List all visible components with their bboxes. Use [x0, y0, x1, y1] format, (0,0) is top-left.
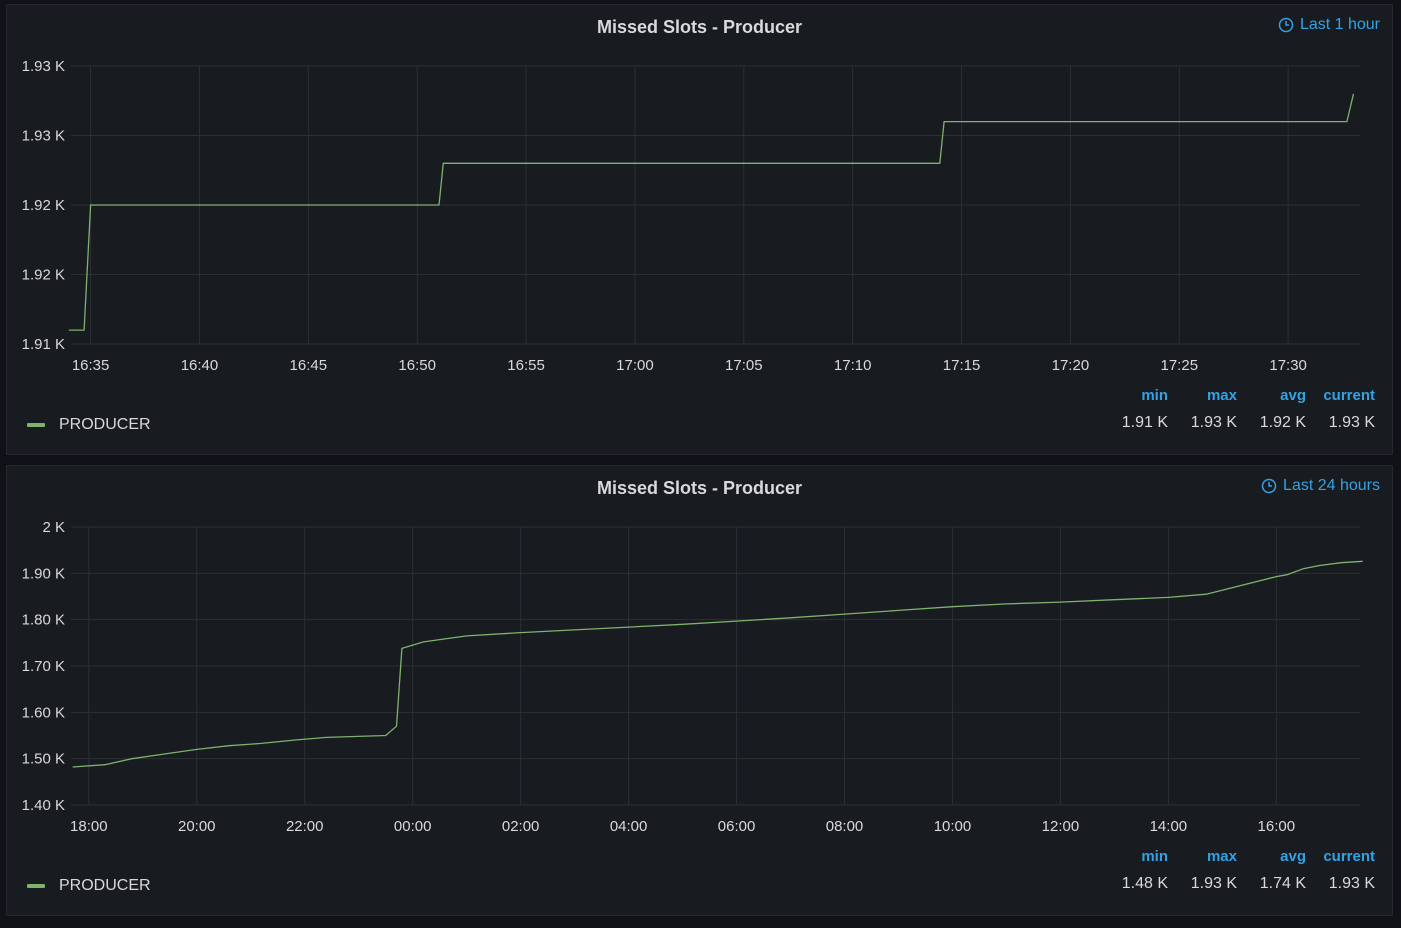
y-tick-label: 1.92 K	[22, 197, 65, 214]
y-tick-label: 1.92 K	[22, 267, 65, 284]
x-tick-label: 16:55	[507, 357, 545, 374]
y-tick-label: 1.60 K	[22, 704, 65, 721]
legend-series-name: PRODUCER	[59, 416, 151, 433]
legend-item-producer[interactable]: PRODUCER	[27, 877, 151, 895]
y-tick-label: 1.70 K	[22, 658, 65, 675]
x-tick-label: 10:00	[934, 818, 972, 835]
time-range-badge[interactable]: Last 24 hours	[1261, 477, 1380, 495]
panel-title[interactable]: Missed Slots - Producer	[596, 478, 803, 498]
x-tick-label: 16:00	[1258, 818, 1296, 835]
chart-1h: 1.91 K 1.92 K 1.92 K 1.93 K 1.93 K 16:35 16:40…	[22, 58, 1360, 374]
x-tick-label: 17:00	[616, 357, 654, 374]
stat-avg-value: 1.92 K	[1259, 414, 1306, 431]
graph-panel-1h[interactable]: 1.91 K 1.92 K 1.92 K 1.93 K 1.93 K 16:35 16:40…	[6, 4, 1393, 455]
x-tick-label: 00:00	[394, 818, 432, 835]
stat-current-label[interactable]: current	[1323, 848, 1375, 865]
x-tick-label: 18:00	[70, 818, 108, 835]
legend-series-name: PRODUCER	[59, 877, 151, 894]
time-range-label: Last 24 hours	[1283, 477, 1380, 494]
x-tick-label: 17:30	[1269, 357, 1307, 374]
y-tick-label: 1.93 K	[22, 128, 65, 145]
series-line-producer[interactable]	[68, 93, 1355, 331]
x-tick-label: 08:00	[826, 818, 864, 835]
legend-item-producer[interactable]: PRODUCER	[27, 416, 151, 434]
stat-max-value: 1.93 K	[1190, 875, 1237, 892]
y-tick-label: 1.40 K	[22, 797, 65, 814]
stat-min-value: 1.48 K	[1121, 875, 1168, 892]
series-line-producer[interactable]	[72, 560, 1363, 768]
x-tick-label: 02:00	[502, 818, 540, 835]
x-tick-label: 17:05	[725, 357, 763, 374]
legend-swatch	[27, 423, 45, 427]
x-tick-label: 16:45	[290, 357, 328, 374]
stat-avg-label[interactable]: avg	[1280, 848, 1306, 865]
stat-current-value: 1.93 K	[1328, 875, 1375, 892]
panel-title[interactable]: Missed Slots - Producer	[596, 17, 803, 37]
clock-icon	[1261, 478, 1277, 494]
x-tick-label: 16:40	[181, 357, 219, 374]
stat-avg-value: 1.74 K	[1259, 875, 1306, 892]
x-tick-label: 17:15	[943, 357, 981, 374]
stat-min: min 1.48 K	[1098, 848, 1168, 893]
time-range-label: Last 1 hour	[1299, 16, 1380, 33]
stat-min: min 1.91 K	[1098, 387, 1168, 432]
x-tick-label: 04:00	[610, 818, 648, 835]
x-tick-label: 14:00	[1150, 818, 1188, 835]
y-tick-label: 1.90 K	[22, 565, 65, 582]
time-range-badge[interactable]: Last 1 hour	[1278, 16, 1380, 34]
x-tick-label: 16:35	[72, 357, 110, 374]
stat-min-value: 1.91 K	[1121, 414, 1168, 431]
stat-current-value: 1.93 K	[1328, 414, 1375, 431]
stat-current: current 1.93 K	[1305, 848, 1375, 893]
stat-max-label[interactable]: max	[1206, 387, 1237, 404]
y-tick-label: 1.80 K	[22, 612, 65, 629]
x-tick-label: 20:00	[178, 818, 216, 835]
stat-max: max 1.93 K	[1167, 387, 1237, 432]
stat-max: max 1.93 K	[1167, 848, 1237, 893]
stat-avg: avg 1.92 K	[1236, 387, 1306, 432]
y-tick-label: 1.50 K	[22, 751, 65, 768]
x-tick-label: 12:00	[1042, 818, 1080, 835]
y-tick-label: 1.93 K	[22, 58, 65, 75]
stat-current: current 1.93 K	[1305, 387, 1375, 432]
y-tick-label: 1.91 K	[22, 336, 65, 353]
stat-min-label[interactable]: min	[1141, 848, 1168, 865]
stat-avg-label[interactable]: avg	[1280, 387, 1306, 404]
stat-max-value: 1.93 K	[1190, 414, 1237, 431]
chart-24h: 1.40 K 1.50 K 1.60 K 1.70 K 1.80 K 1.90 K 2 K 1…	[22, 519, 1363, 835]
y-tick-label: 2 K	[42, 519, 65, 536]
stat-avg: avg 1.74 K	[1236, 848, 1306, 893]
stat-current-label[interactable]: current	[1323, 387, 1375, 404]
stat-min-label[interactable]: min	[1141, 387, 1168, 404]
graph-panel-24h[interactable]: 1.40 K 1.50 K 1.60 K 1.70 K 1.80 K 1.90 K 2 K 1…	[6, 465, 1393, 916]
stat-max-label[interactable]: max	[1206, 848, 1237, 865]
x-tick-label: 17:10	[834, 357, 872, 374]
x-tick-label: 17:20	[1052, 357, 1090, 374]
clock-icon	[1278, 17, 1294, 33]
x-tick-label: 06:00	[718, 818, 756, 835]
x-tick-label: 22:00	[286, 818, 324, 835]
x-tick-label: 16:50	[398, 357, 436, 374]
x-tick-label: 17:25	[1161, 357, 1199, 374]
legend-swatch	[27, 884, 45, 888]
